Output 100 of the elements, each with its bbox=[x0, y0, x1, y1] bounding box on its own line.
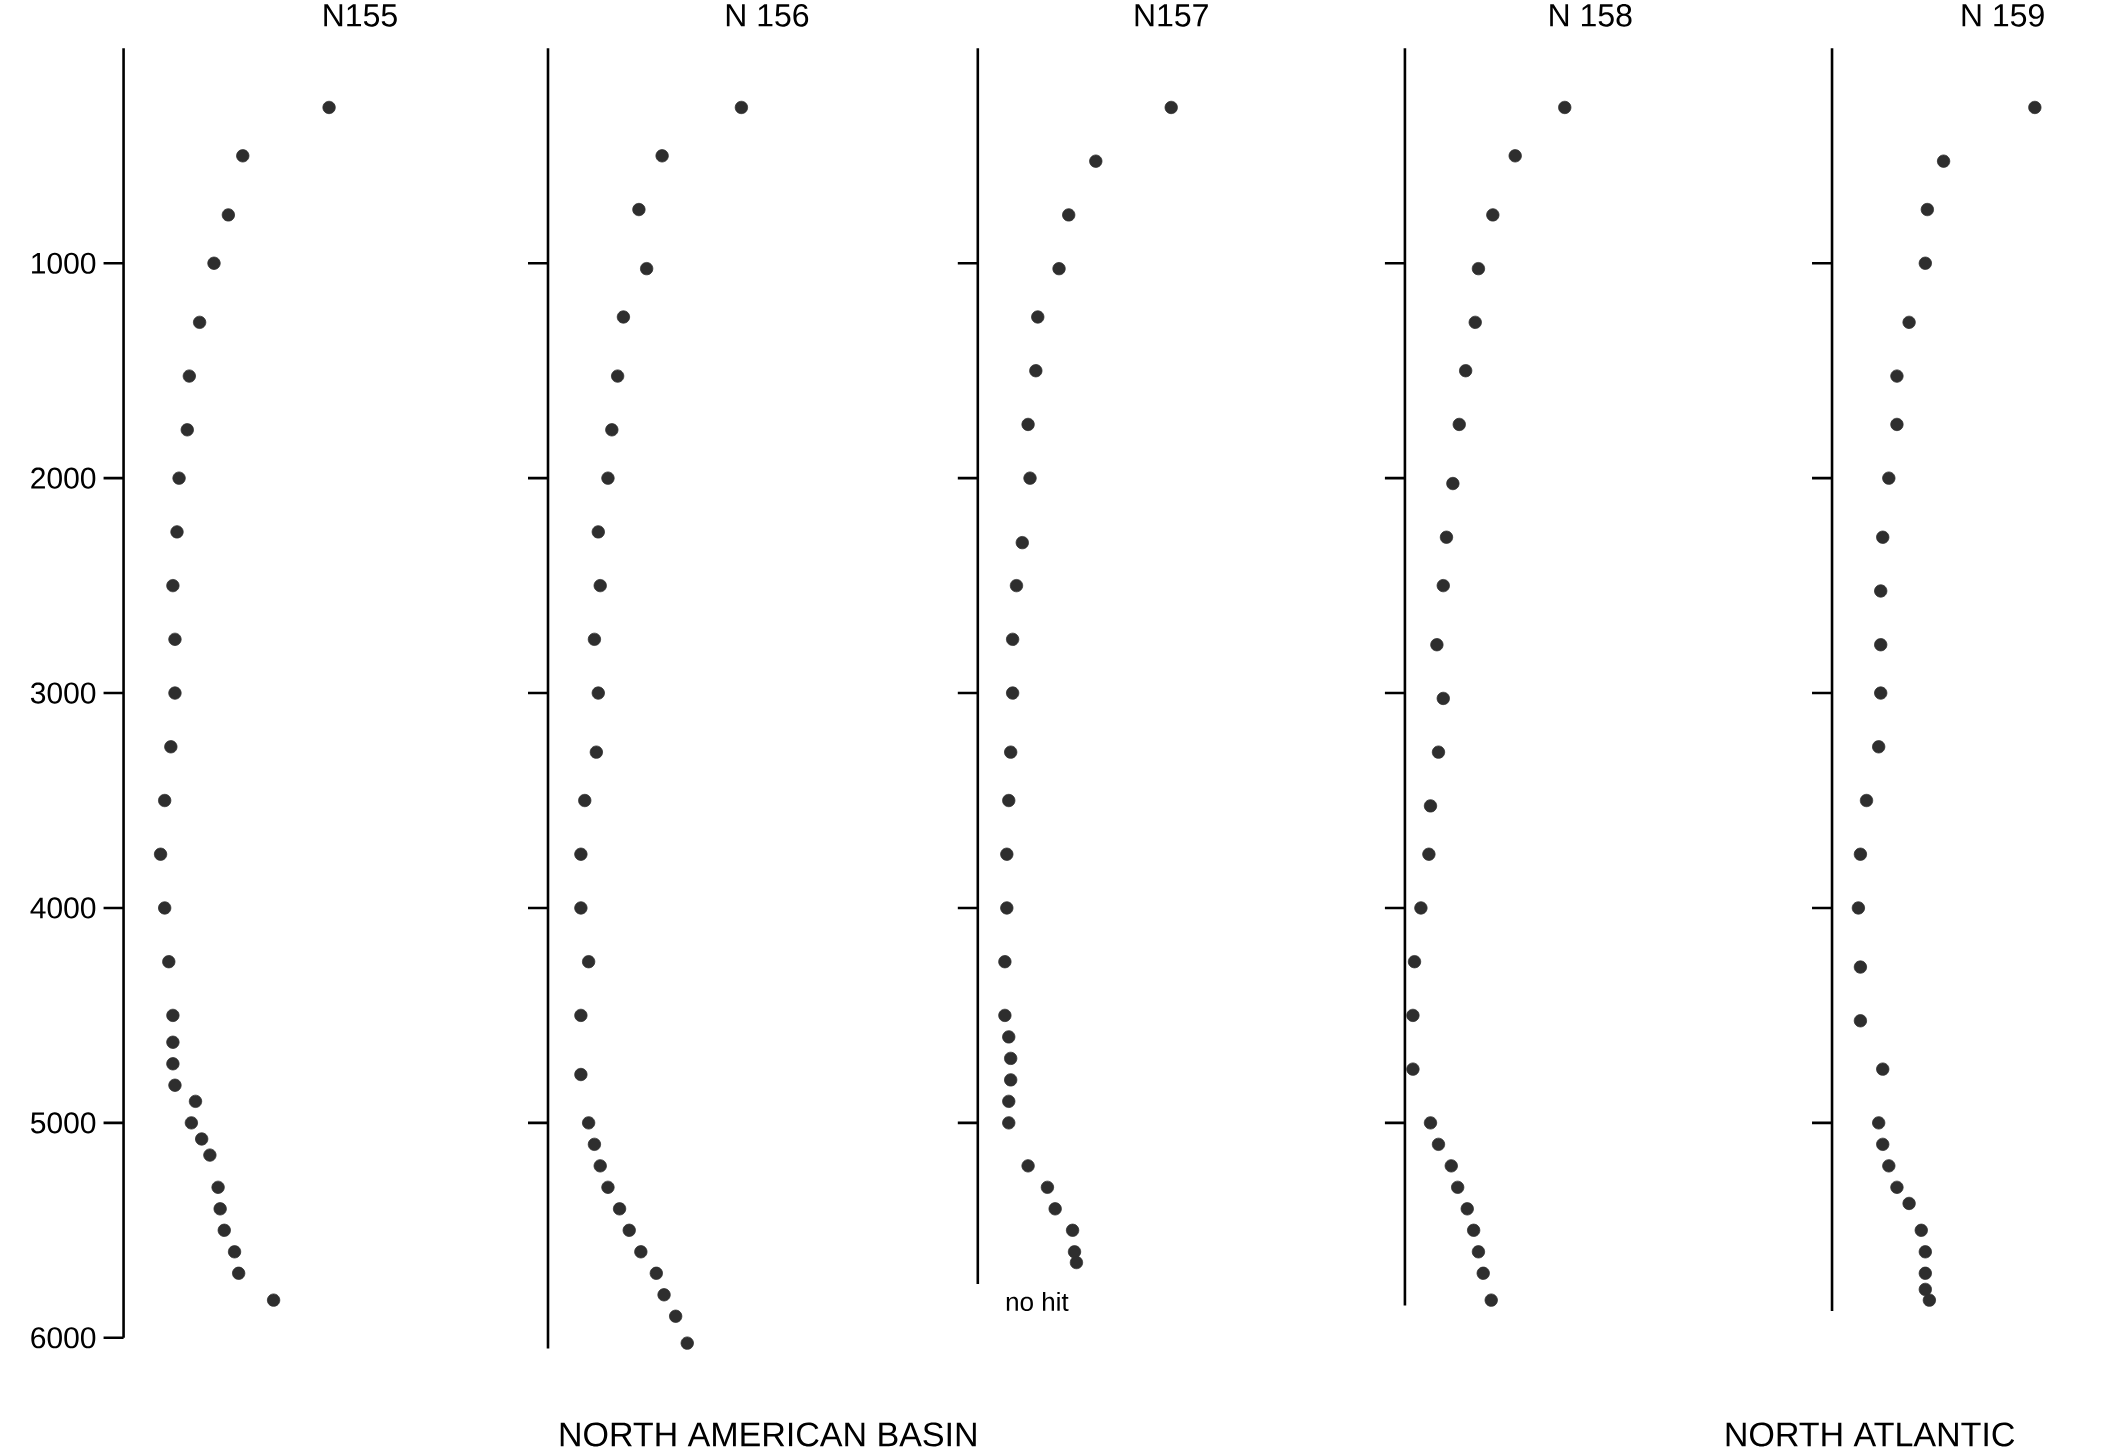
point bbox=[1882, 1159, 1896, 1173]
point bbox=[1851, 901, 1865, 915]
point bbox=[1029, 364, 1043, 378]
point bbox=[1471, 1245, 1486, 1259]
y-tick-label: 1000 bbox=[32, 252, 96, 274]
point bbox=[1065, 1223, 1080, 1237]
point bbox=[1484, 1293, 1498, 1307]
point bbox=[998, 1008, 1012, 1023]
chart-title: N155 bbox=[324, 4, 397, 27]
point bbox=[574, 901, 588, 915]
point bbox=[1459, 364, 1473, 378]
point bbox=[1486, 208, 1500, 222]
point bbox=[601, 1180, 615, 1194]
point bbox=[1164, 100, 1178, 115]
point bbox=[591, 686, 605, 700]
point bbox=[1002, 1094, 1016, 1108]
point bbox=[1558, 100, 1572, 115]
point bbox=[1890, 417, 1904, 432]
y-tick-label: 6000 bbox=[31, 1327, 96, 1349]
point bbox=[1407, 955, 1422, 969]
point bbox=[1872, 1116, 1886, 1130]
point bbox=[589, 745, 603, 759]
point bbox=[1000, 901, 1014, 915]
point bbox=[640, 262, 654, 276]
point bbox=[649, 1266, 663, 1280]
point bbox=[582, 955, 596, 969]
point bbox=[1444, 1159, 1458, 1173]
point bbox=[1468, 315, 1482, 329]
point bbox=[1040, 1180, 1055, 1194]
point bbox=[1004, 1051, 1018, 1066]
point bbox=[1918, 1245, 1932, 1259]
point bbox=[1874, 686, 1888, 700]
point bbox=[1436, 579, 1450, 593]
point bbox=[1004, 1073, 1018, 1087]
text: NORTH AMERICAN BASIN bbox=[560, 1422, 976, 1447]
point bbox=[593, 579, 607, 593]
point bbox=[1089, 154, 1103, 168]
point bbox=[1853, 1014, 1868, 1028]
point bbox=[574, 847, 588, 861]
point bbox=[1006, 686, 1020, 700]
point bbox=[1004, 745, 1018, 759]
point bbox=[1902, 315, 1916, 329]
point bbox=[1460, 1202, 1474, 1216]
point bbox=[1031, 310, 1045, 324]
point bbox=[1423, 799, 1438, 813]
point bbox=[1508, 149, 1522, 163]
chart-title: N157 bbox=[1135, 4, 1208, 27]
point bbox=[1874, 584, 1888, 598]
point bbox=[605, 423, 619, 437]
point bbox=[1069, 1255, 1084, 1270]
point bbox=[1853, 847, 1868, 861]
point bbox=[1422, 847, 1436, 861]
point bbox=[1922, 1293, 1936, 1307]
point bbox=[1890, 369, 1904, 383]
point bbox=[1000, 847, 1014, 861]
point bbox=[680, 1336, 694, 1350]
point bbox=[1002, 793, 1016, 808]
y-tick-label: 3000 bbox=[30, 682, 96, 704]
point bbox=[998, 955, 1012, 969]
point bbox=[1471, 262, 1486, 276]
point bbox=[1914, 1223, 1928, 1237]
point bbox=[632, 202, 646, 217]
text: NORTH ATLANTIC bbox=[1726, 1422, 2015, 1447]
point bbox=[2028, 100, 2042, 115]
point bbox=[574, 1067, 588, 1082]
point bbox=[1021, 1159, 1035, 1173]
point bbox=[1859, 793, 1874, 808]
point bbox=[1446, 476, 1460, 491]
point bbox=[1406, 1008, 1420, 1023]
point bbox=[1062, 208, 1076, 222]
point bbox=[582, 1116, 596, 1130]
y-tick-label: 2000 bbox=[31, 467, 96, 489]
point bbox=[1430, 638, 1444, 652]
point bbox=[591, 525, 605, 539]
y-tick-label: 4000 bbox=[30, 897, 96, 919]
point bbox=[1467, 1223, 1481, 1237]
point bbox=[1006, 632, 1020, 646]
point bbox=[1002, 1030, 1016, 1044]
text: no hit bbox=[1006, 1291, 1069, 1312]
point bbox=[1872, 740, 1886, 754]
point bbox=[1452, 417, 1466, 432]
point bbox=[1918, 1266, 1932, 1280]
point bbox=[1436, 691, 1450, 706]
point bbox=[1067, 1245, 1082, 1259]
point bbox=[578, 793, 592, 808]
point bbox=[1431, 745, 1446, 759]
point bbox=[622, 1223, 636, 1237]
point bbox=[587, 1137, 602, 1151]
point bbox=[601, 471, 615, 485]
chart-title: N 156 bbox=[726, 4, 809, 27]
point bbox=[574, 1008, 588, 1023]
point bbox=[1890, 1180, 1904, 1194]
point bbox=[734, 100, 749, 115]
point bbox=[1936, 154, 1951, 168]
point bbox=[1902, 1196, 1916, 1211]
point bbox=[611, 369, 625, 383]
chart-title: N 159 bbox=[1962, 4, 2044, 27]
point bbox=[1853, 960, 1868, 974]
point bbox=[1439, 530, 1454, 544]
point bbox=[1002, 1116, 1016, 1130]
